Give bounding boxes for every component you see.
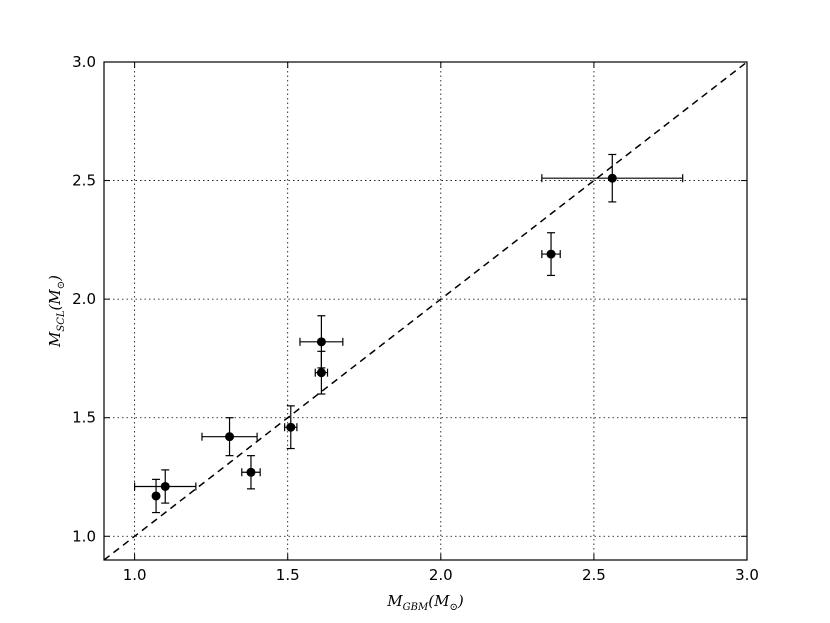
x-axis-label-base: M: [386, 592, 403, 610]
data-point: [160, 481, 170, 491]
data-points: [151, 173, 617, 501]
y-tick-label: 3.0: [72, 53, 96, 71]
y-axis-label-paren-open: (M: [46, 289, 64, 311]
data-point: [151, 491, 161, 501]
x-tick-label: 1.5: [276, 566, 300, 584]
y-axis-label-paren-sub: ⊙: [56, 281, 67, 289]
y-axis-label-paren-close: ): [46, 275, 64, 282]
x-tick-label: 1.0: [123, 566, 147, 584]
plot-frame: [103, 61, 748, 561]
x-ticks: 1.0 1.5 2.0 2.5 3.0: [123, 62, 759, 584]
data-point: [546, 249, 556, 259]
x-axis-label: MGBM(M⊙): [386, 592, 464, 613]
data-point: [225, 432, 235, 442]
x-tick-label: 2.0: [429, 566, 453, 584]
x-axis-label-paren-open: (M: [428, 592, 450, 610]
y-axis-label: MSCL(M⊙): [46, 275, 67, 348]
x-tick-label: 2.5: [582, 566, 606, 584]
reference-line-group: [103, 61, 748, 561]
x-axis-label-paren-close: ): [457, 592, 464, 610]
data-point: [316, 368, 326, 378]
data-point: [246, 467, 256, 477]
x-tick-label: 3.0: [735, 566, 759, 584]
reference-line: [103, 61, 748, 561]
error-bars: [134, 153, 684, 514]
data-point: [286, 422, 296, 432]
data-point: [607, 173, 617, 183]
y-tick-label: 2.5: [72, 172, 96, 190]
y-tick-label: 1.5: [72, 409, 96, 427]
y-tick-label: 1.0: [72, 527, 96, 545]
y-ticks: 1.0 1.5 2.0 2.5 3.0: [72, 53, 747, 545]
x-axis-label-paren-sub: ⊙: [449, 602, 457, 613]
y-axis-label-sub: SCL: [56, 310, 67, 332]
data-point: [316, 337, 326, 347]
y-axis-label-base: M: [46, 331, 64, 348]
x-axis-label-sub: GBM: [403, 602, 429, 613]
y-tick-label: 2.0: [72, 290, 96, 308]
